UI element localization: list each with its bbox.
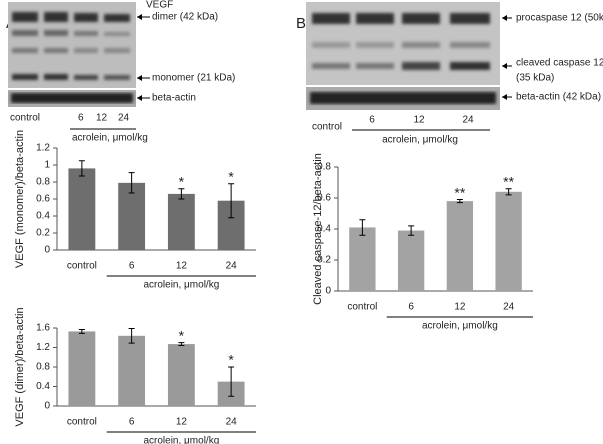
x-tick-label: 24 (226, 417, 238, 428)
y-tick-label: 0.8 (36, 177, 50, 188)
y-axis-label: VEGF (dimer)/beta-actin (14, 307, 26, 426)
significance: ** (454, 184, 465, 200)
dose-label: acrolein, μmol/kg (72, 133, 148, 144)
x-tick-label: control (347, 302, 377, 313)
bar (495, 191, 522, 291)
significance: * (179, 327, 185, 343)
blot-b (306, 2, 512, 131)
y-tick-label: 0.4 (36, 211, 50, 222)
error-bar (178, 188, 185, 200)
bar (118, 182, 146, 250)
bar (446, 201, 474, 291)
y-tick-label: 0 (44, 245, 50, 256)
lane-label: 24 (118, 113, 130, 124)
blot-label: VEGF (146, 0, 173, 11)
x-axis-label: acrolein, μmol/kg (422, 321, 498, 332)
y-axis-label: Cleaved caspase-12/beta-actin (312, 153, 324, 305)
bar (68, 331, 96, 406)
y-tick-label: 0.4 (36, 381, 50, 392)
x-axis-label: acrolein, μmol/kg (143, 280, 219, 291)
blot-label: monomer (21 kDa) (152, 73, 235, 84)
lane-label: 6 (78, 113, 84, 124)
error-bar (128, 327, 135, 344)
error-bar (408, 225, 415, 236)
x-tick-label: 24 (503, 302, 515, 313)
error-bar (78, 328, 85, 334)
bar (397, 230, 425, 291)
y-tick-label: 0 (325, 286, 331, 297)
bar (167, 344, 195, 406)
error-bar (128, 172, 135, 194)
blot-label: (35 kDa) (516, 73, 554, 84)
x-axis-label: acrolein, μmol/kg (143, 436, 219, 444)
y-tick-label: 0.8 (36, 362, 50, 373)
bar (167, 193, 195, 250)
x-tick-label: 12 (176, 261, 188, 272)
y-tick-label: 0.6 (36, 194, 50, 205)
error-bar (505, 188, 512, 196)
x-tick-label: 24 (226, 261, 238, 272)
y-tick-label: 1.2 (36, 143, 50, 154)
x-tick-label: 6 (129, 417, 135, 428)
x-tick-label: 12 (176, 417, 188, 428)
lane-label: control (10, 113, 40, 124)
lane-label: 6 (369, 115, 375, 126)
error-bar (178, 342, 185, 347)
x-tick-label: control (67, 417, 97, 428)
x-tick-label: 6 (129, 261, 135, 272)
y-tick-label: 0.4 (317, 224, 331, 235)
x-tick-label: control (67, 261, 97, 272)
lane-label: control (312, 122, 342, 133)
significance: * (228, 352, 234, 368)
error-bar (456, 199, 463, 204)
blot-label: cleaved caspase 12 (516, 58, 603, 69)
blot-label: procaspase 12 (50kDa) (516, 13, 603, 24)
y-tick-label: 0.8 (317, 162, 331, 173)
bar (349, 227, 376, 291)
y-tick-label: 1 (44, 160, 50, 171)
significance: * (228, 168, 234, 184)
x-tick-label: 12 (454, 302, 466, 313)
blot-label: beta-actin (152, 93, 196, 104)
y-tick-label: 1.2 (36, 342, 50, 353)
y-tick-label: 0.2 (36, 228, 50, 239)
lane-label: 12 (96, 113, 108, 124)
significance: ** (503, 173, 514, 189)
y-tick-label: 0.2 (317, 255, 331, 266)
blot-label: dimer (42 kDa) (152, 12, 218, 23)
blot-a (8, 2, 150, 130)
panel-letter: B (296, 15, 306, 32)
error-bar (228, 183, 235, 219)
lane-label: 24 (462, 115, 474, 126)
y-axis-label: VEGF (monomer)/beta-actin (14, 130, 26, 268)
lane-label: 12 (413, 115, 425, 126)
significance: * (179, 174, 185, 190)
error-bar (359, 219, 366, 236)
y-tick-label: 0.6 (317, 193, 331, 204)
blot-label: beta-actin (42 kDa) (516, 92, 601, 103)
y-tick-label: 1.6 (36, 323, 50, 334)
bar (118, 335, 146, 406)
bar (68, 168, 96, 250)
error-bar (78, 160, 85, 177)
y-tick-label: 0 (44, 401, 50, 412)
x-tick-label: 6 (408, 302, 414, 313)
error-bar (228, 366, 235, 397)
dose-label: acrolein, μmol/kg (382, 135, 458, 146)
